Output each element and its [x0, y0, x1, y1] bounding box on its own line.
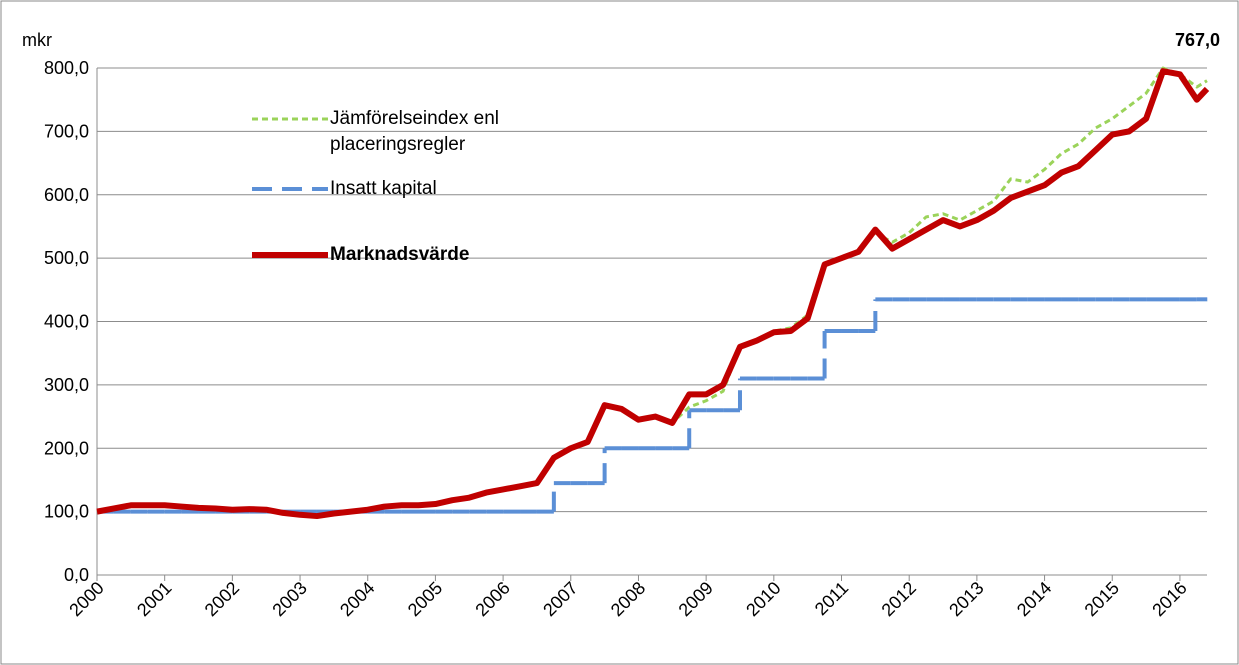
legend-swatch: [252, 117, 328, 121]
legend-entry: Insatt kapital: [252, 176, 550, 202]
y-tick-label: 200,0: [44, 438, 89, 458]
legend: Jämförelseindex enl placeringsregler Insa…: [252, 106, 550, 286]
y-tick-label: 700,0: [44, 121, 89, 141]
legend-entry: Jämförelseindex enl placeringsregler: [252, 106, 550, 158]
legend-entry: Marknadsvärde: [252, 242, 550, 268]
legend-label: Marknadsvärde: [330, 244, 470, 265]
annotation: 767,0: [1175, 30, 1220, 50]
legend-label: Insatt kapital: [330, 178, 437, 199]
y-axis-label: mkr: [22, 30, 52, 50]
y-tick-label: 300,0: [44, 375, 89, 395]
y-tick-label: 800,0: [44, 58, 89, 78]
y-tick-label: 0,0: [64, 565, 89, 585]
y-tick-label: 400,0: [44, 312, 89, 332]
y-tick-label: 100,0: [44, 502, 89, 522]
legend-label: Jämförelseindex enl placeringsregler: [330, 108, 499, 155]
y-tick-label: 500,0: [44, 248, 89, 268]
y-tick-label: 600,0: [44, 185, 89, 205]
legend-swatch: [252, 252, 328, 258]
legend-swatch: [252, 187, 328, 191]
series-line: [96, 68, 1210, 520]
